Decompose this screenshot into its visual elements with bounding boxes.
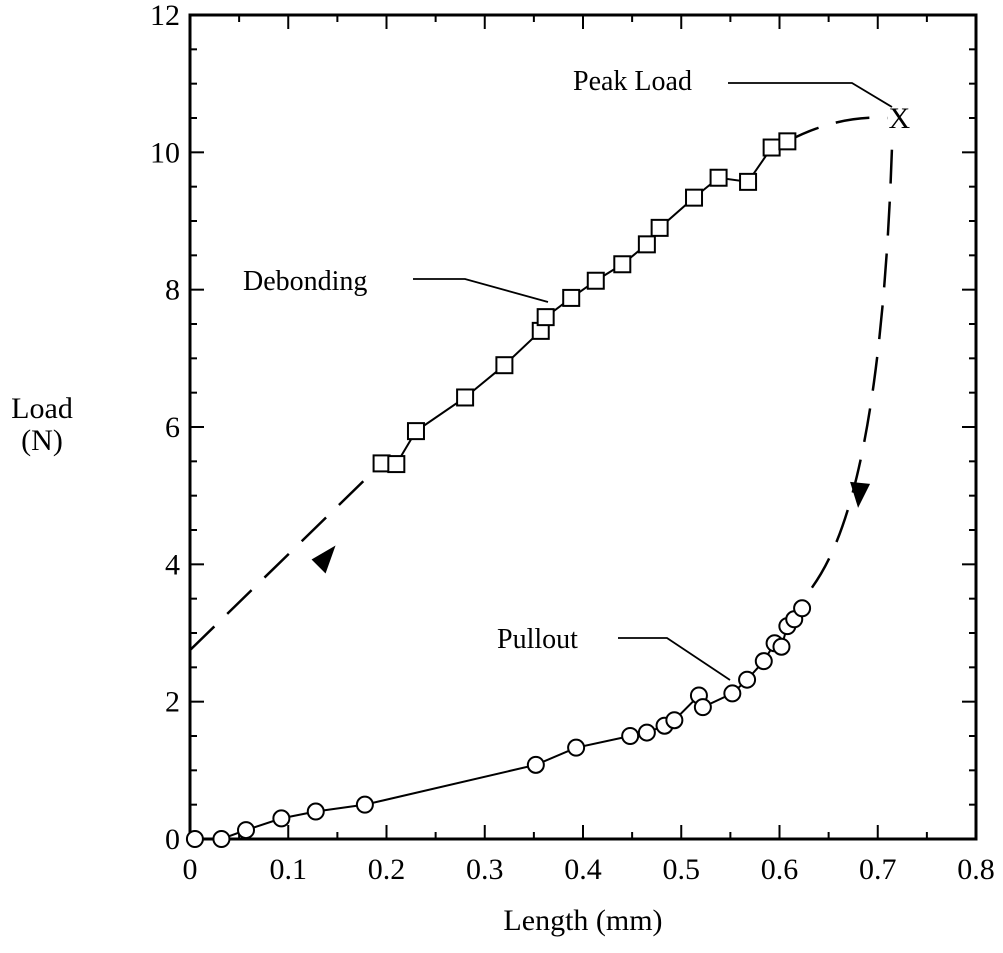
debonding-annotation: Debonding <box>243 266 367 297</box>
x-tick-label: 0.4 <box>564 853 602 886</box>
square-marker <box>406 422 425 441</box>
square-marker <box>637 235 656 254</box>
square-marker <box>650 218 669 237</box>
plot-frame <box>188 13 978 841</box>
y-tick-label: 4 <box>165 548 180 581</box>
square-marker <box>685 188 704 207</box>
square-marker <box>709 168 728 187</box>
x-tick-label: 0.5 <box>663 853 701 886</box>
x-tick-label: 0.6 <box>761 853 799 886</box>
debonding-dashed-tail <box>786 116 888 143</box>
circle-marker <box>693 698 712 717</box>
y-tick-label: 2 <box>165 686 180 719</box>
debonding-leader <box>413 278 549 303</box>
circle-marker <box>738 670 757 689</box>
y-axis-title-line2: (N) <box>21 424 63 457</box>
circle-marker <box>793 599 812 618</box>
pullout-annotation: Pullout <box>497 624 578 655</box>
y-tick-label: 0 <box>165 823 180 856</box>
x-tick-label: 0.7 <box>859 853 897 886</box>
falling-arrow <box>850 481 871 508</box>
square-marker <box>387 455 406 474</box>
square-marker <box>613 255 632 274</box>
circle-marker <box>665 711 684 730</box>
y-tick-label: 6 <box>165 411 180 444</box>
data-markers <box>185 132 812 848</box>
circle-marker <box>567 738 586 757</box>
circle-marker <box>272 809 291 828</box>
square-marker <box>778 132 797 151</box>
y-tick-label: 8 <box>165 274 180 307</box>
axis-tick-labels: 0 0.1 0.2 0.3 0.4 0.5 0.6 0.7 0.8 0 2 4 6 8 10 12 <box>150 0 995 886</box>
x-tick-label: 0.2 <box>368 853 406 886</box>
pullout-leader <box>618 637 731 681</box>
square-marker <box>762 138 781 157</box>
square-marker <box>495 356 514 375</box>
peak-load-marker: X <box>889 102 911 135</box>
circle-marker <box>723 684 742 703</box>
square-marker <box>586 271 605 290</box>
square-marker <box>536 308 555 327</box>
circle-marker <box>355 795 374 814</box>
debonding-curve <box>381 140 788 466</box>
y-axis-title-line1: Load <box>11 392 73 425</box>
circle-marker <box>185 830 204 848</box>
y-tick-label: 10 <box>150 136 180 169</box>
peak-leader <box>728 82 893 108</box>
x-tick-label: 0.3 <box>466 853 504 886</box>
circle-marker <box>306 802 325 821</box>
y-tick-label: 12 <box>150 0 180 32</box>
circle-marker <box>212 830 231 848</box>
peak-load-annotation: Peak Load <box>573 66 692 97</box>
square-marker <box>372 454 391 473</box>
x-tick-label: 0.8 <box>957 853 995 886</box>
circle-marker <box>772 637 791 656</box>
x-tick-label: 0 <box>183 853 198 886</box>
annotation-leaders <box>413 82 893 681</box>
rising-arrow <box>311 545 336 574</box>
square-marker <box>456 388 475 407</box>
circle-marker <box>526 755 545 774</box>
circle-marker <box>637 723 656 742</box>
pullout-dashed-return <box>810 131 894 589</box>
x-tick-label: 0.1 <box>270 853 308 886</box>
axis-ticks <box>189 14 977 840</box>
x-axis-title: Length (mm) <box>503 904 662 937</box>
circle-marker <box>237 821 256 840</box>
trend-curves <box>189 116 894 840</box>
square-marker <box>562 288 581 307</box>
circle-marker <box>754 652 773 671</box>
square-marker <box>739 172 758 191</box>
circle-marker <box>621 727 640 745</box>
debonding-dashed-lead <box>189 462 383 652</box>
